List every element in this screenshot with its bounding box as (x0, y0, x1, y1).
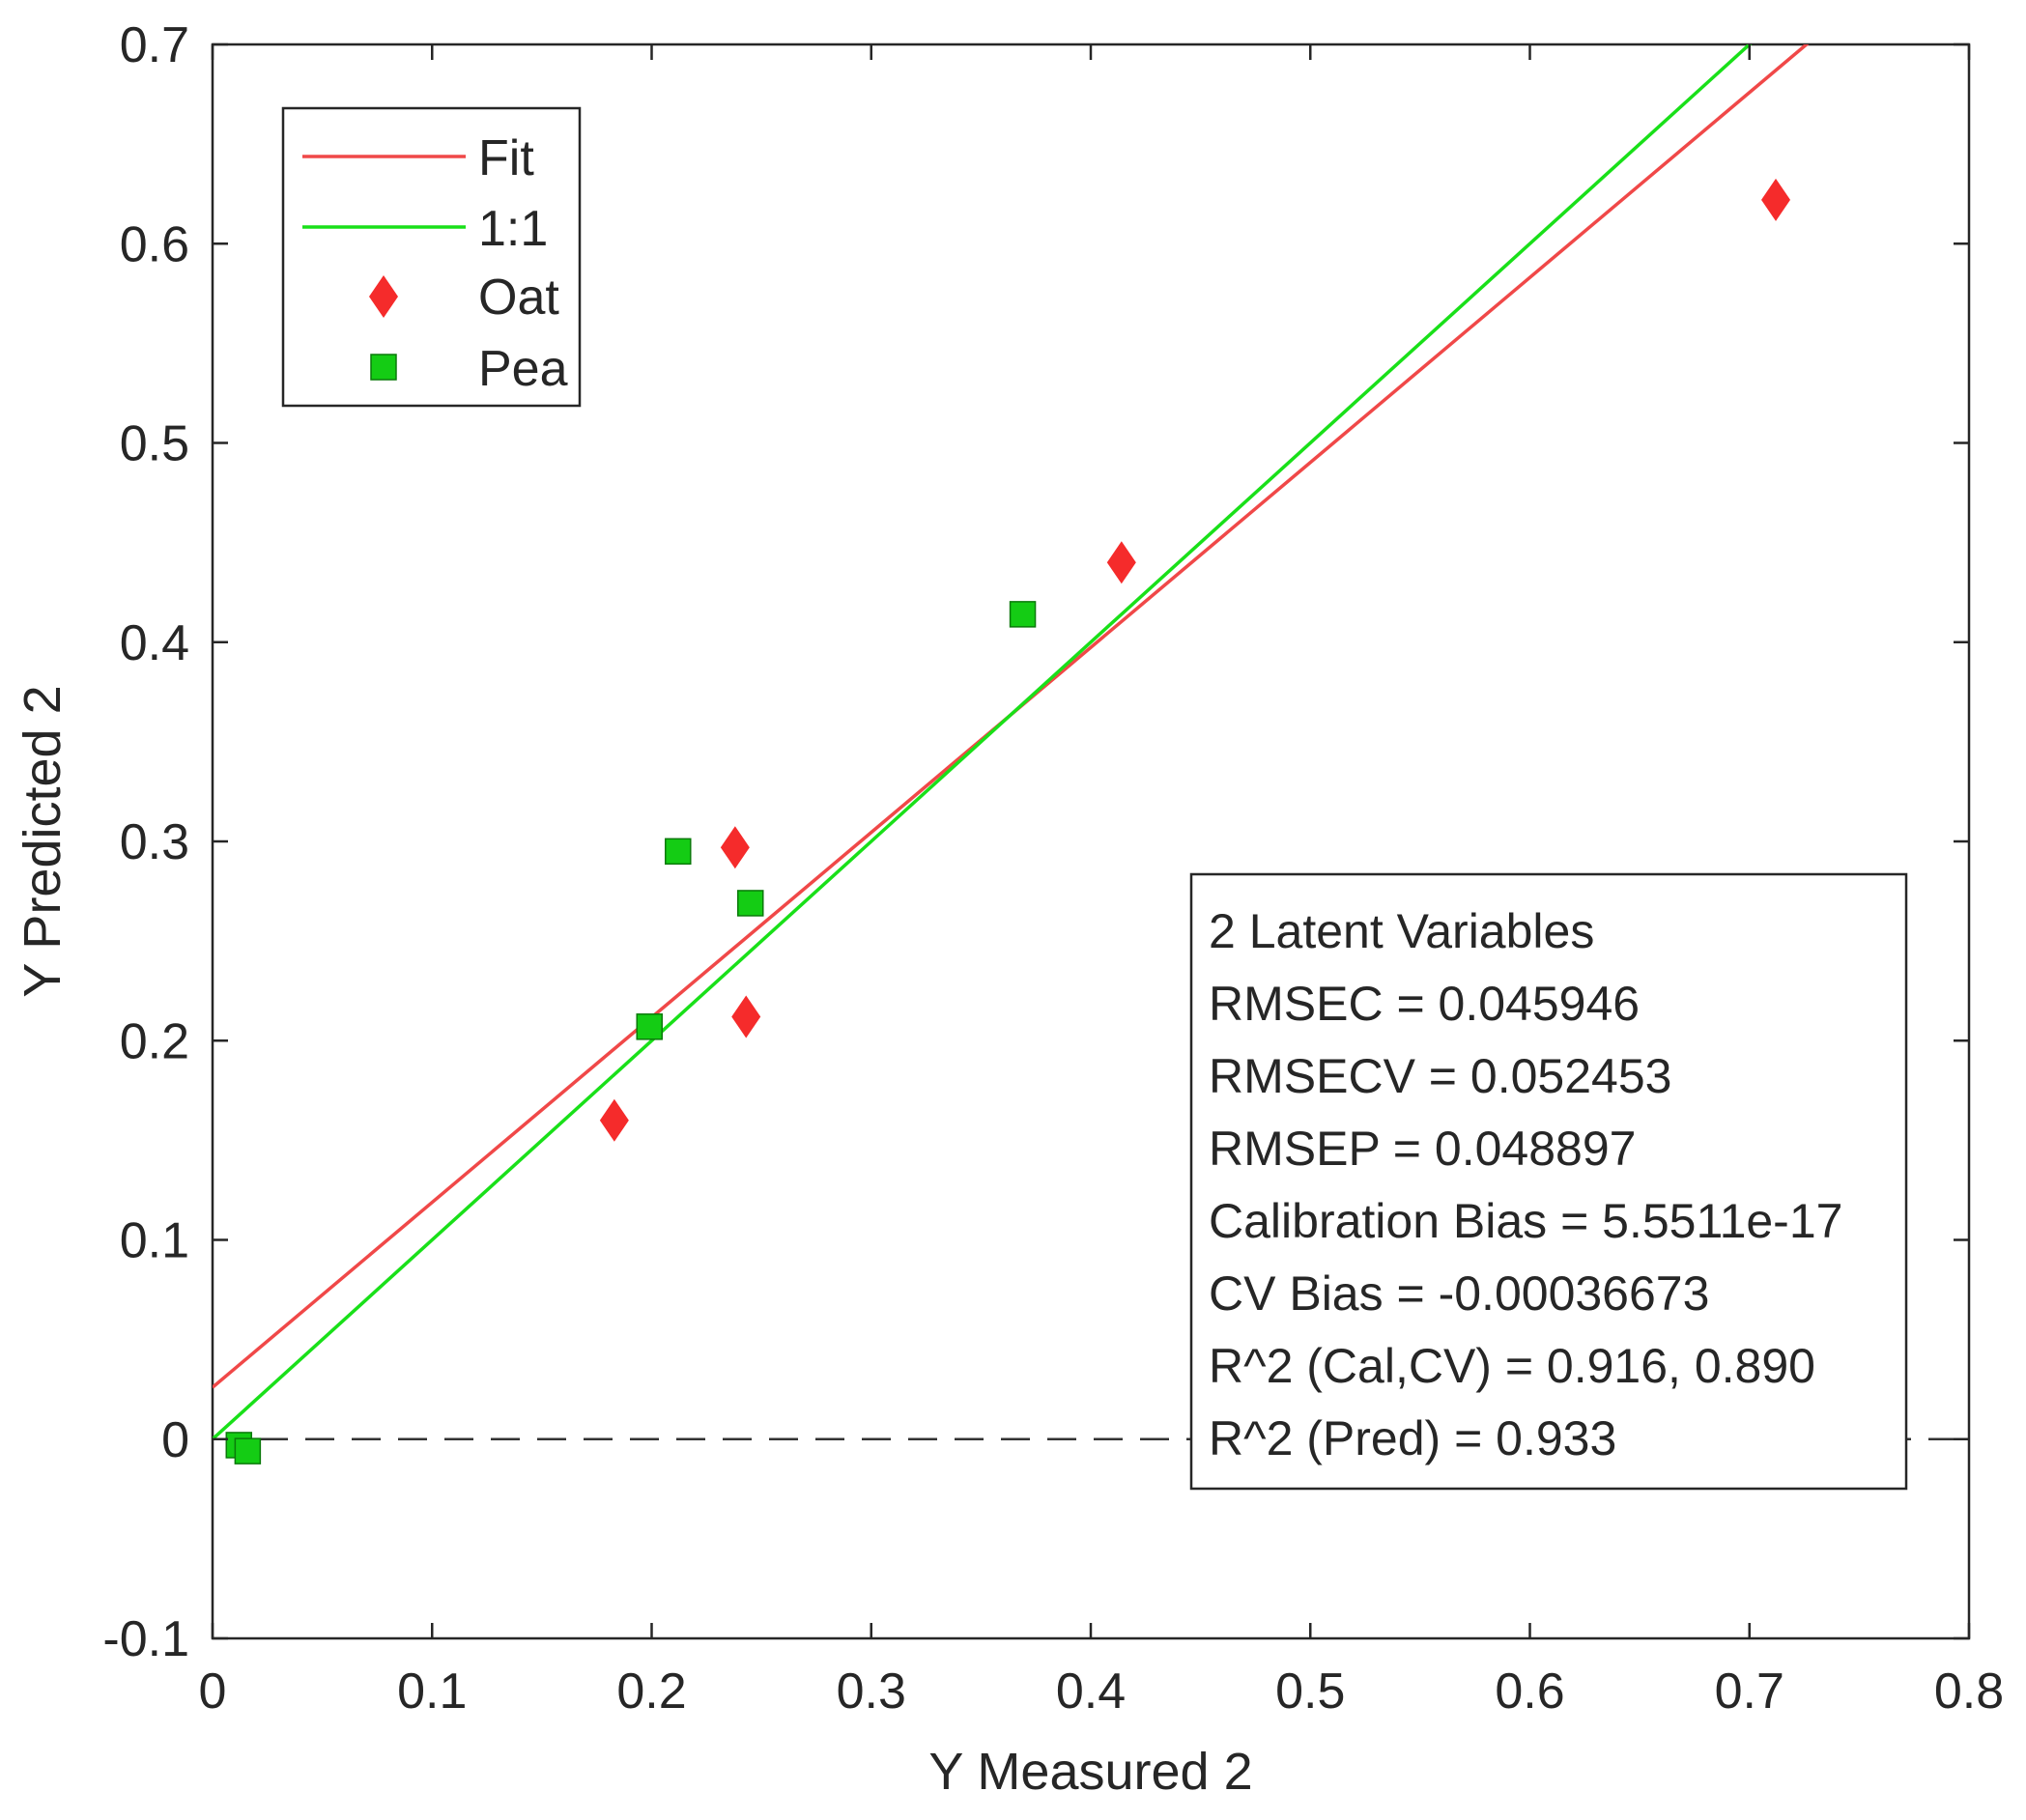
legend-pea-marker (370, 354, 397, 381)
line-fit (213, 44, 1810, 1389)
stats-line-r2-cal-cv: R^2 (Cal,CV) = 0.916, 0.890 (1209, 1339, 1815, 1393)
point-oat-2 (731, 995, 761, 1038)
stats-line-rmsecv: RMSECV = 0.052453 (1209, 1049, 1671, 1103)
x-tick-label-1: 0.1 (397, 1664, 467, 1720)
point-oat-1 (720, 826, 750, 869)
y-tick-label-0: -0.1 (102, 1611, 189, 1667)
point-pea-1 (234, 1437, 262, 1465)
legend-one-to-one-label: 1:1 (478, 201, 548, 257)
y-axis-title: Y Predicted 2 (14, 685, 71, 997)
y-tick-label-3: 0.2 (120, 1013, 189, 1069)
data-points-layer (225, 178, 1791, 1465)
y-tick-label-5: 0.4 (120, 615, 189, 671)
line-one-to-one (213, 44, 1753, 1441)
point-oat-4 (1761, 178, 1791, 221)
stats-line-r2-pred: R^2 (Pred) = 0.933 (1209, 1411, 1616, 1465)
legend-oat-marker (369, 275, 398, 318)
y-tick-label-1: 0 (161, 1412, 189, 1468)
legend-pea-label: Pea (478, 341, 568, 397)
point-pea-4 (737, 890, 764, 917)
legend: Fit 1:1 Oat Pea (281, 106, 582, 408)
x-tick-labels: 0 0.1 0.2 0.3 0.4 0.5 0.6 0.7 0.8 (199, 1664, 2005, 1720)
point-oat-3 (1106, 541, 1136, 584)
y-tick-label-6: 0.5 (120, 416, 189, 472)
x-tick-label-2: 0.2 (616, 1664, 686, 1720)
stats-line-rmsep: RMSEP = 0.048897 (1209, 1122, 1636, 1176)
axis-ticks-layer (211, 43, 1971, 1640)
x-axis-title: Y Measured 2 (928, 1743, 1252, 1801)
x-tick-label-3: 0.3 (837, 1664, 906, 1720)
stats-line-cv-bias: CV Bias = -0.00036673 (1209, 1266, 1709, 1321)
x-tick-label-4: 0.4 (1056, 1664, 1126, 1720)
y-tick-label-7: 0.6 (120, 216, 189, 272)
stats-line-latent-variables: 2 Latent Variables (1209, 904, 1594, 958)
regression-lines-layer (213, 44, 1810, 1441)
y-tick-label-4: 0.3 (120, 814, 189, 870)
x-tick-label-6: 0.6 (1495, 1664, 1564, 1720)
point-oat-0 (599, 1098, 629, 1142)
stats-line-rmsec: RMSEC = 0.045946 (1209, 977, 1640, 1031)
legend-oat-label: Oat (478, 270, 559, 326)
stats-box-frame (1189, 872, 1908, 1491)
point-pea-5 (1009, 601, 1037, 628)
point-pea-2 (636, 1013, 663, 1040)
stats-annotation: 2 Latent Variables RMSEC = 0.045946 RMSE… (1189, 872, 1908, 1491)
x-tick-label-0: 0 (199, 1664, 227, 1720)
x-tick-label-5: 0.5 (1275, 1664, 1345, 1720)
y-tick-label-8: 0.7 (120, 17, 189, 73)
legend-fit-label: Fit (478, 130, 534, 186)
x-tick-label-8: 0.8 (1934, 1664, 2004, 1720)
x-tick-label-7: 0.7 (1715, 1664, 1784, 1720)
y-tick-labels: -0.1 0 0.1 0.2 0.3 0.4 0.5 0.6 0.7 (102, 17, 189, 1667)
y-tick-label-2: 0.1 (120, 1213, 189, 1269)
stats-line-calibration-bias: Calibration Bias = 5.5511e-17 (1209, 1194, 1842, 1248)
point-pea-3 (665, 838, 692, 866)
